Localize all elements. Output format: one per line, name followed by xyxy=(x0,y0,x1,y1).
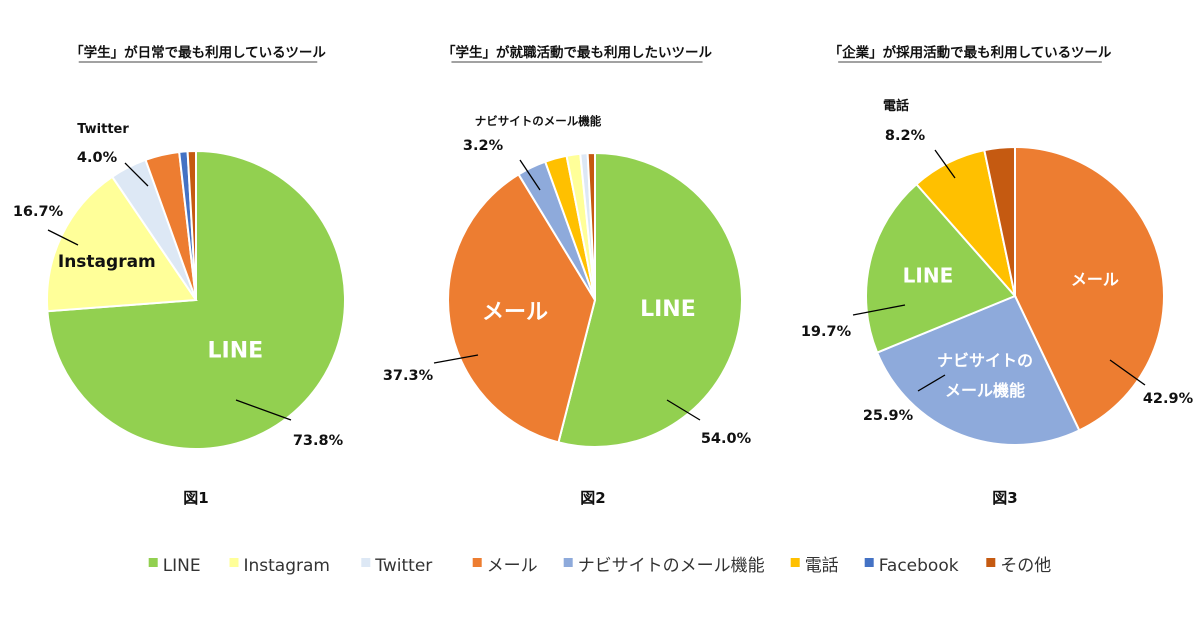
figure-caption: 図3 xyxy=(992,489,1017,507)
legend-label: Instagram xyxy=(244,556,331,576)
legend-label: 電話 xyxy=(805,556,839,576)
chart-title: 「学生」が就職活動で最も利用したいツール xyxy=(442,44,712,61)
figure-caption: 図2 xyxy=(580,489,605,507)
slice-inside-label: Instagram xyxy=(58,252,156,272)
legend: LINE Instagram Twitter メール ナビサイトのメール機能 電話 Face… xyxy=(148,556,1051,576)
slice-percent-label: 25.9% xyxy=(863,408,914,424)
slice-percent-label: 37.3% xyxy=(383,368,434,384)
leader-line xyxy=(124,162,149,187)
leader-line xyxy=(934,149,956,179)
legend-label: Facebook xyxy=(879,556,959,576)
pie-chart-3 xyxy=(865,145,1165,446)
leader-line xyxy=(47,229,79,246)
leader-line xyxy=(235,399,292,421)
slice-inside-label: LINE xyxy=(208,338,264,363)
leader-line xyxy=(852,304,906,316)
slice-inside-label: LINE xyxy=(640,297,696,322)
pie-slice-navi xyxy=(875,294,1081,446)
slice-inside-label: メール機能 xyxy=(945,381,1025,400)
pie-slice-mail xyxy=(1014,145,1165,432)
pie-slice-instagram xyxy=(46,175,198,313)
figure-caption: 図1 xyxy=(183,489,208,507)
slice-percent-label: 19.7% xyxy=(801,324,852,340)
pie-chart-1 xyxy=(46,149,346,450)
slice-percent-label: 3.2% xyxy=(463,138,504,154)
legend-label: その他 xyxy=(1000,556,1051,576)
legend-label: ナビサイトのメール機能 xyxy=(578,556,765,576)
legend-swatch-phone xyxy=(790,558,800,567)
slice-percent-label: 73.8% xyxy=(293,433,344,449)
legend-label: メール xyxy=(487,556,538,576)
pie-slice-other xyxy=(983,145,1016,297)
slice-inside-label: メール xyxy=(1071,270,1119,289)
leader-line xyxy=(1109,359,1146,386)
legend-swatch-instagram xyxy=(229,558,239,567)
leader-line xyxy=(666,399,701,421)
legend-swatch-navi xyxy=(563,558,573,567)
leader-line xyxy=(519,159,541,191)
slice-inside-label: LINE xyxy=(903,264,954,288)
slice-outside-name: ナビサイトのメール機能 xyxy=(475,114,602,128)
chart-title: 「企業」が採用活動で最も利用しているツール xyxy=(829,44,1112,61)
legend-swatch-mail xyxy=(472,558,482,567)
leader-line xyxy=(433,354,479,364)
pie-slice-line xyxy=(865,182,1017,354)
legend-swatch-facebook xyxy=(864,558,874,567)
slice-percent-label: 8.2% xyxy=(885,128,926,144)
slice-outside-name: 電話 xyxy=(883,98,909,114)
leader-line xyxy=(917,374,946,392)
chart-title: 「学生」が日常で最も利用しているツール xyxy=(70,44,326,61)
pie-slice-line xyxy=(557,151,743,448)
slice-inside-label: ナビサイトの xyxy=(937,351,1033,370)
slice-percent-label: 42.9% xyxy=(1143,391,1194,407)
slice-percent-label: 4.0% xyxy=(77,150,118,166)
legend-swatch-twitter xyxy=(361,558,371,567)
legend-label: Twitter xyxy=(374,556,432,576)
pie-slice-other xyxy=(586,151,596,301)
slice-outside-name: Twitter xyxy=(77,122,129,137)
slice-inside-label: メール xyxy=(482,300,548,325)
pie-chart-2 xyxy=(447,151,743,448)
legend-swatch-other xyxy=(986,558,996,567)
pie-slice-other xyxy=(186,149,197,301)
legend-swatch-line xyxy=(148,558,158,567)
legend-label: LINE xyxy=(163,556,201,576)
slice-percent-label: 54.0% xyxy=(701,431,752,447)
slice-percent-label: 16.7% xyxy=(13,204,64,220)
